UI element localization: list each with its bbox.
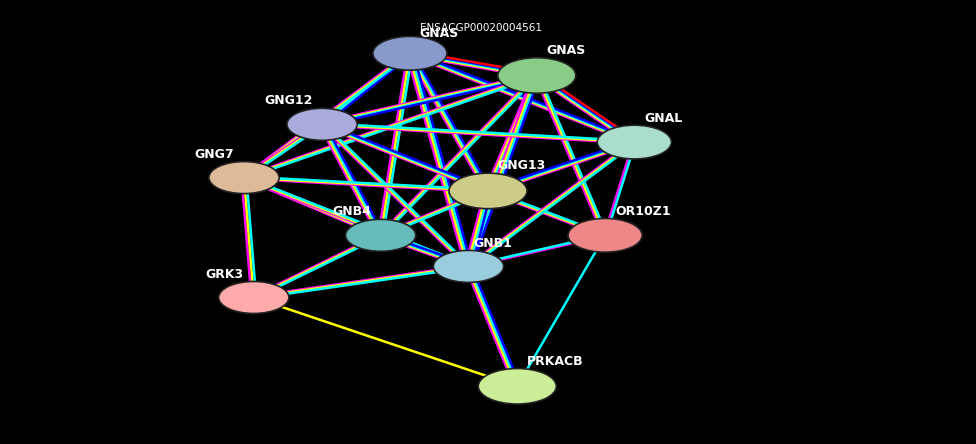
- Text: GNAS: GNAS: [420, 27, 459, 40]
- Text: ENSACGP00020004561: ENSACGP00020004561: [420, 23, 542, 33]
- Text: GNAS: GNAS: [547, 44, 586, 57]
- Circle shape: [568, 218, 642, 252]
- Text: GNB1: GNB1: [473, 237, 512, 250]
- Text: GRK3: GRK3: [206, 268, 244, 281]
- Text: GNG7: GNG7: [194, 148, 234, 161]
- Circle shape: [597, 125, 671, 159]
- Circle shape: [346, 219, 416, 251]
- Text: OR10Z1: OR10Z1: [615, 206, 671, 218]
- Circle shape: [219, 281, 289, 313]
- Circle shape: [478, 369, 556, 404]
- Circle shape: [449, 173, 527, 209]
- Circle shape: [373, 36, 447, 70]
- Circle shape: [498, 58, 576, 93]
- Text: PRKACB: PRKACB: [527, 355, 584, 368]
- Text: GNG13: GNG13: [498, 159, 546, 172]
- Circle shape: [209, 162, 279, 194]
- Text: GNB4: GNB4: [332, 206, 371, 218]
- Circle shape: [287, 108, 357, 140]
- Text: GNG12: GNG12: [264, 95, 312, 107]
- Text: GNAL: GNAL: [644, 112, 682, 125]
- Circle shape: [433, 250, 504, 282]
